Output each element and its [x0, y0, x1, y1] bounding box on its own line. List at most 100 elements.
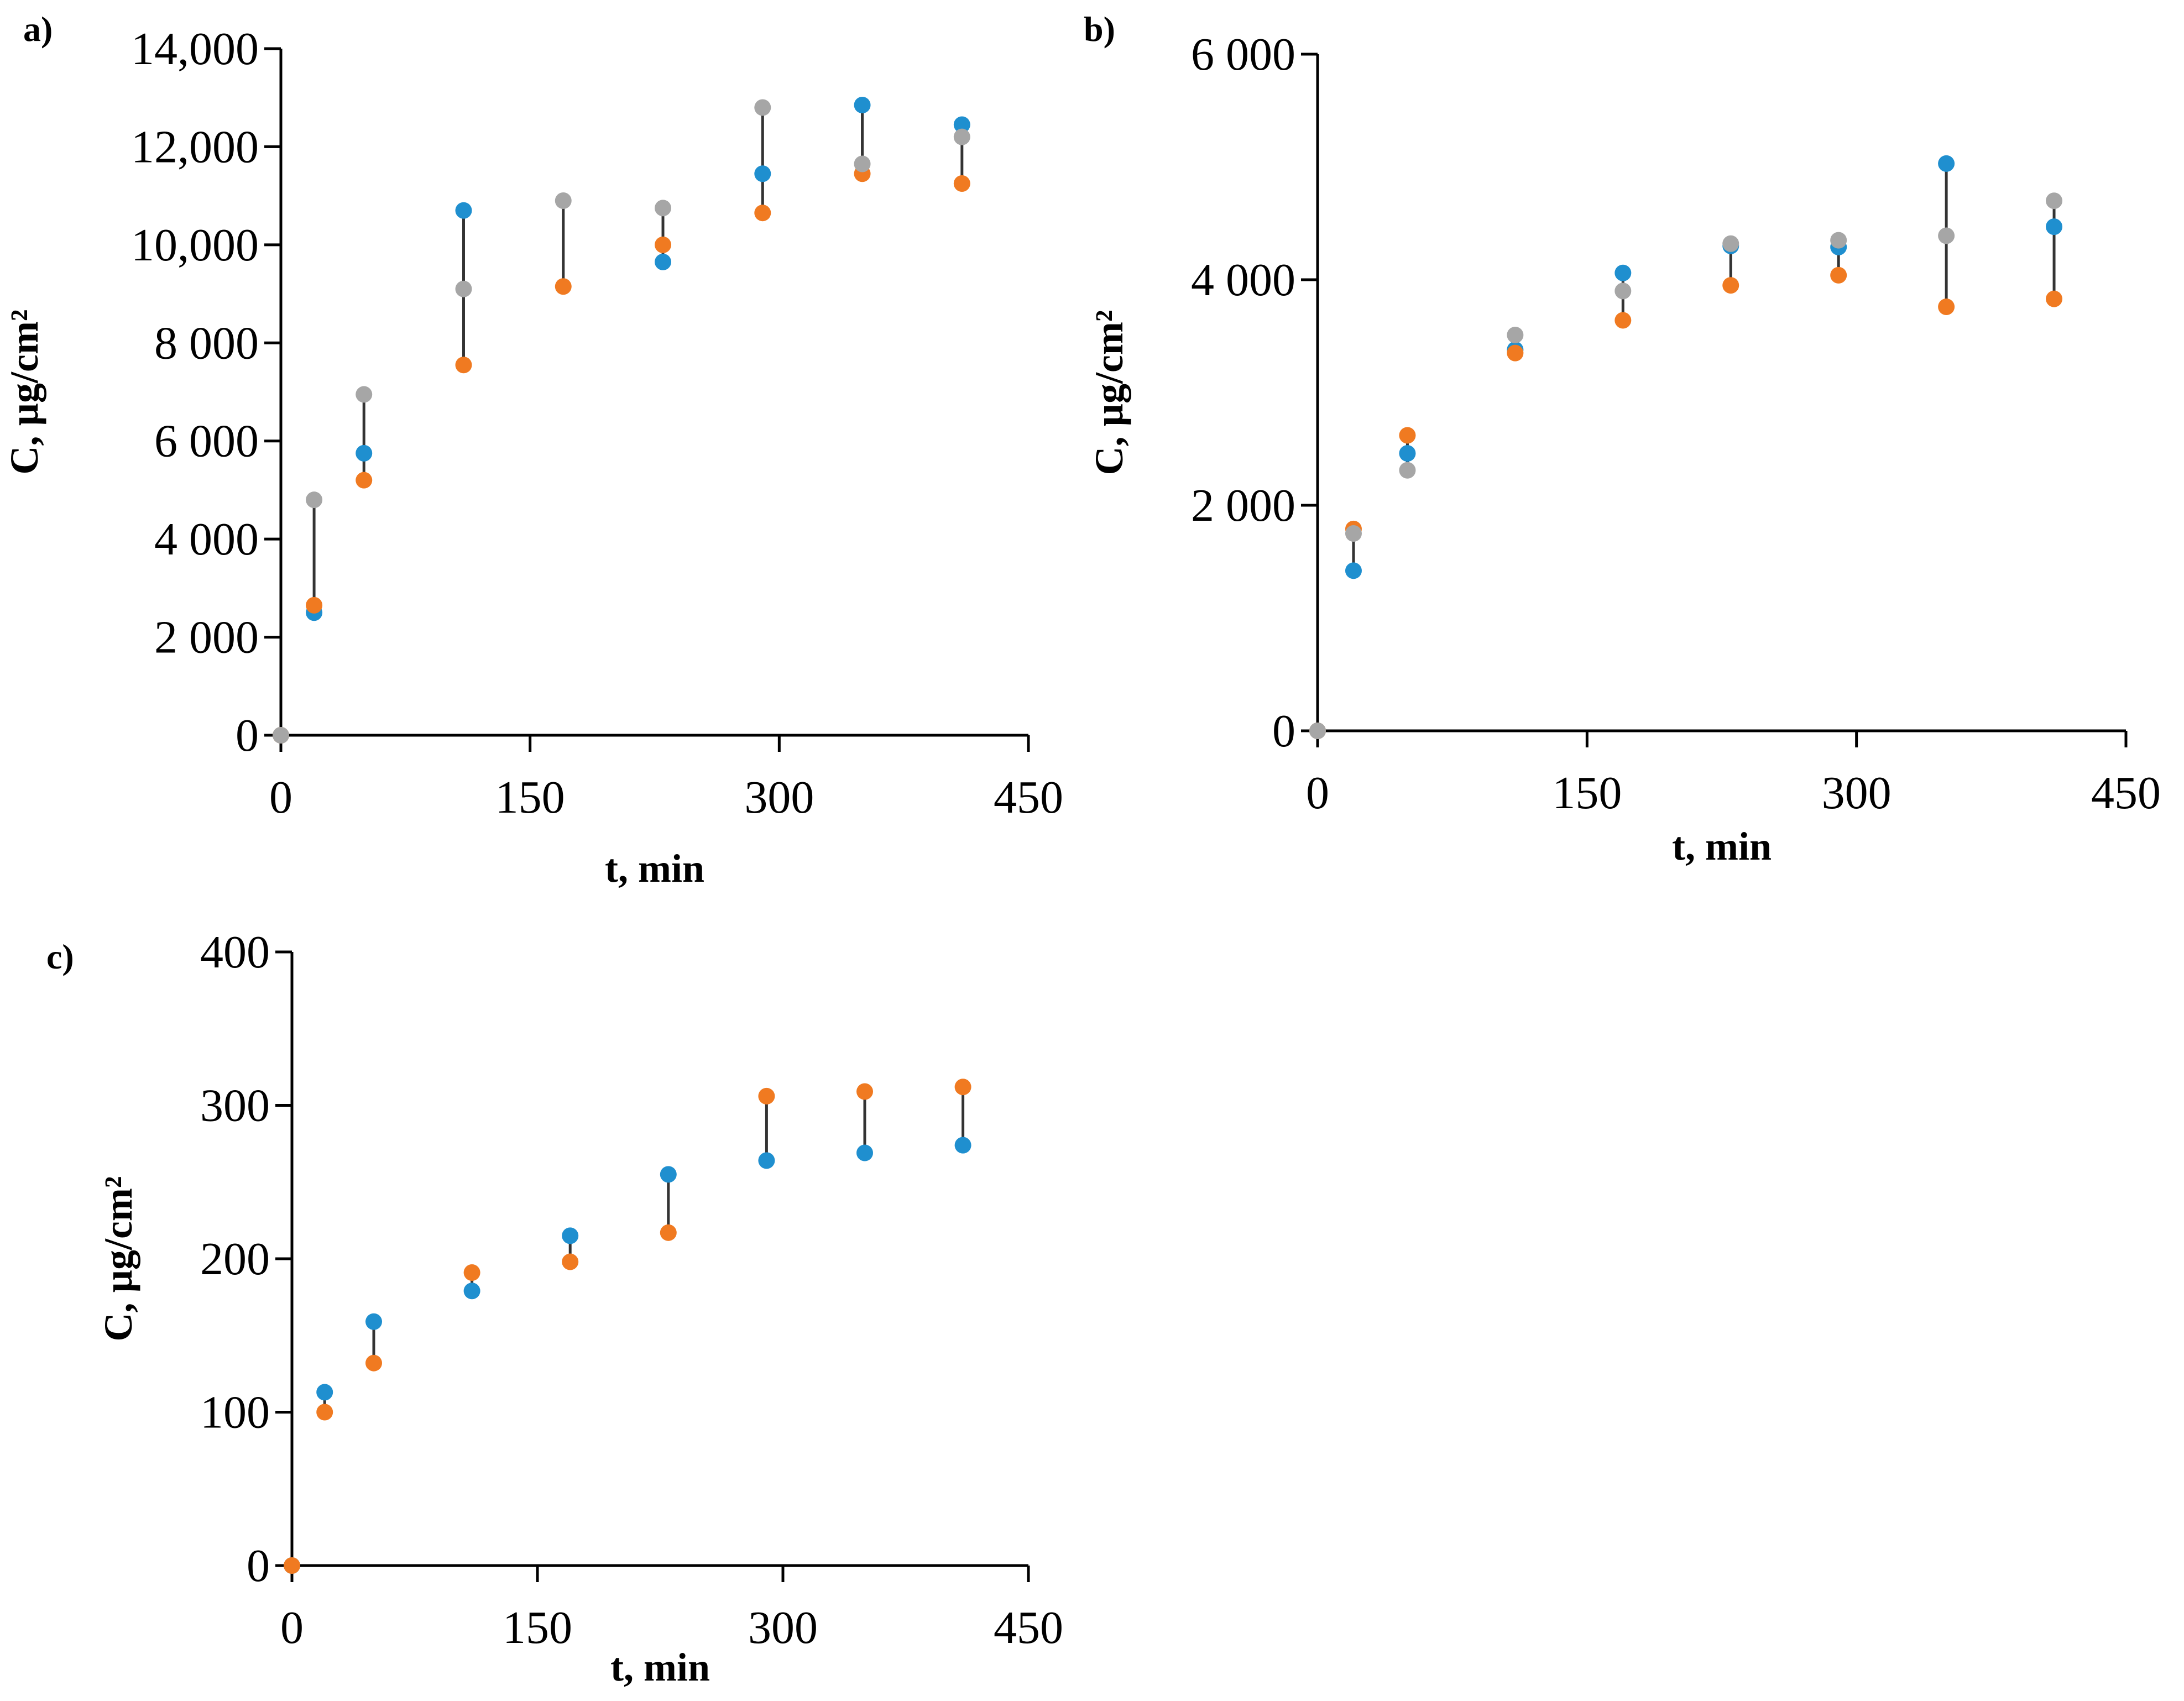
data-point-blue	[758, 1152, 775, 1169]
y-tick-label: 400	[200, 927, 270, 978]
data-point-orange	[562, 1253, 579, 1270]
data-point-orange	[365, 1354, 382, 1372]
panel-label: c)	[46, 937, 74, 976]
y-axis-title: C, µg/cm²	[2, 309, 46, 474]
x-tick-label: 300	[1822, 767, 1892, 819]
data-point-blue	[660, 1166, 677, 1183]
data-point-orange	[758, 1087, 775, 1105]
data-point-gray	[1938, 227, 1955, 244]
data-point-orange	[284, 1557, 300, 1574]
y-tick-label: 300	[200, 1080, 270, 1132]
data-point-gray	[1615, 282, 1632, 300]
data-point-blue	[562, 1227, 579, 1244]
data-point-gray	[1507, 326, 1524, 343]
data-point-blue	[316, 1384, 333, 1401]
panel-label: a)	[23, 9, 53, 49]
data-point-blue	[2046, 218, 2063, 235]
data-point-orange	[306, 596, 323, 614]
data-point-orange	[655, 236, 672, 253]
y-axis-title: C, µg/cm²	[96, 1176, 140, 1341]
chart-panel-c: c) 0 100 200 300 400 0 150 300 450 t, min C, µg/cm²	[46, 927, 1063, 1689]
x-tick-label: 150	[503, 1602, 572, 1653]
data-point-orange	[953, 175, 970, 192]
data-point-gray	[306, 491, 323, 509]
data-point-orange	[1722, 277, 1739, 294]
x-tick-label: 0	[1306, 767, 1329, 819]
data-point-orange	[754, 205, 771, 222]
y-tick-label: 200	[200, 1233, 270, 1285]
data-point-orange	[856, 1083, 873, 1100]
x-axis-title: t, min	[1672, 824, 1772, 868]
data-point-blue	[1615, 264, 1632, 281]
y-axis-title: C, µg/cm²	[1087, 310, 1131, 475]
data-point-blue	[455, 202, 472, 219]
y-tick-label: 0	[247, 1540, 270, 1592]
data-point-orange	[660, 1224, 677, 1241]
data-point-orange	[1938, 298, 1955, 315]
x-axis-title: t, min	[605, 846, 704, 891]
y-tick-label: 6 000	[1191, 29, 1295, 80]
y-tick-label: 0	[236, 710, 259, 761]
data-point-gray	[754, 99, 771, 116]
y-tick-label: 0	[1272, 705, 1295, 757]
y-tick-label: 6 000	[154, 416, 259, 467]
data-point-gray	[2046, 192, 2063, 210]
data-point-orange	[1615, 312, 1632, 329]
data-point-orange	[455, 357, 472, 374]
data-point-gray	[655, 200, 672, 217]
y-tick-label: 10,000	[131, 219, 259, 271]
x-tick-label: 0	[269, 772, 292, 823]
data-point-orange	[954, 1079, 971, 1096]
data-point-blue	[356, 444, 373, 462]
data-point-blue	[1938, 155, 1955, 172]
data-point-gray	[1722, 235, 1739, 252]
x-tick-label: 300	[748, 1602, 818, 1653]
y-tick-label: 4 000	[1191, 254, 1295, 306]
data-point-orange	[1507, 344, 1524, 362]
data-point-orange	[555, 278, 572, 295]
data-point-blue	[854, 97, 871, 114]
data-point-gray	[455, 280, 472, 297]
x-tick-label: 150	[1552, 767, 1622, 819]
y-tick-label: 8 000	[154, 317, 259, 369]
data-point-gray	[273, 727, 289, 744]
x-tick-label: 450	[2091, 767, 2161, 819]
data-point-gray	[854, 155, 871, 172]
data-point-blue	[1345, 562, 1362, 579]
data-point-orange	[316, 1404, 333, 1421]
x-tick-label: 450	[994, 1602, 1063, 1653]
data-point-blue	[463, 1283, 480, 1300]
data-point-gray	[1399, 462, 1416, 479]
data-point-blue	[655, 253, 672, 270]
y-tick-label: 14,000	[131, 23, 259, 75]
panel-label: b)	[1084, 9, 1115, 49]
data-point-orange	[463, 1264, 480, 1281]
y-tick-label: 100	[200, 1387, 270, 1438]
y-tick-label: 2 000	[1191, 480, 1295, 531]
data-point-blue	[856, 1144, 873, 1161]
data-point-gray	[1830, 232, 1847, 249]
data-point-blue	[754, 165, 771, 182]
x-tick-label: 0	[280, 1602, 304, 1653]
data-point-orange	[1830, 266, 1847, 284]
data-point-orange	[1399, 427, 1416, 444]
x-tick-label: 150	[495, 772, 565, 823]
x-tick-label: 450	[994, 772, 1063, 823]
y-tick-label: 2 000	[154, 612, 259, 663]
chart-panel-a: a) 0 2 000 4 000 6 000 8 000 10,000 12,000 14,00…	[2, 9, 1063, 891]
data-point-gray	[555, 192, 572, 210]
data-point-orange	[2046, 290, 2063, 307]
x-axis-title: t, min	[610, 1645, 710, 1689]
data-point-gray	[1309, 723, 1326, 739]
data-point-gray	[356, 386, 373, 403]
data-point-blue	[1399, 445, 1416, 462]
y-tick-label: 12,000	[131, 121, 259, 172]
data-point-blue	[953, 116, 970, 133]
data-point-blue	[954, 1137, 971, 1154]
chart-panel-b: b) 0 2 000 4 000 6 000 0 150 300 450 t, min C, µg/…	[1084, 9, 2161, 868]
data-point-orange	[356, 472, 373, 489]
data-point-gray	[1345, 525, 1362, 542]
y-tick-label: 4 000	[154, 514, 259, 565]
x-tick-label: 300	[744, 772, 814, 823]
